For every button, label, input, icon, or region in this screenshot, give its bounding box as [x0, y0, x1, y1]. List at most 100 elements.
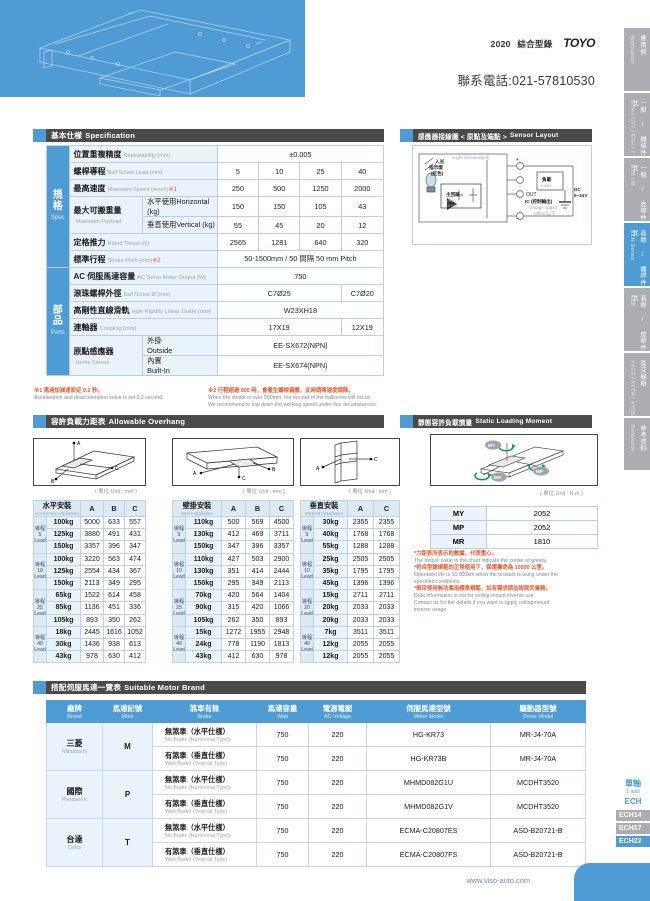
badge-ech22[interactable]: ECH22	[616, 836, 650, 847]
sidebar-tab-ech-series[interactable]: 高剛 / 螺桿件式 ECH Series	[624, 223, 650, 286]
table-row: 導程 25 Lead 70kg 420 564 1404	[172, 589, 294, 627]
svg-text:5~24V: 5~24V	[574, 193, 588, 198]
svg-text:負載: 負載	[542, 176, 552, 183]
tab-label-en: ECH Series	[629, 230, 635, 261]
table-row: 150kg 295 349 2113	[173, 576, 294, 591]
moment-value-mr: 1810	[486, 534, 598, 549]
table-row: 連軸器 Coupling (mm) 17X19 12X19	[47, 318, 385, 336]
spec-sublabel-builtin: 內置 Built-In	[142, 355, 218, 376]
spec-label-coupling: 連軸器 Coupling (mm)	[68, 318, 218, 336]
voltage: 220	[308, 794, 367, 819]
table-row: 導程 40 Lead 18kg 2445 1616 1052	[33, 625, 146, 664]
spec-label-repeatability: 位置重複精度 Repeatability (mm)	[68, 145, 218, 163]
spec-value-payload-h-25: 105	[299, 196, 342, 217]
svg-text:+: +	[516, 157, 519, 162]
spec-value-thrust-25: 640	[299, 233, 342, 251]
table-row: 43kg 978 630 412	[34, 650, 146, 664]
contact-phone: 聯系電話:021-57810530	[457, 74, 595, 88]
svg-text:Light indicator(red): Light indicator(red)	[453, 155, 490, 160]
tab-label-en: Application	[629, 35, 635, 64]
tab-label-en: Reference	[629, 425, 635, 452]
table-row: 內置 Built-In EE-SX674(NPN)	[47, 355, 385, 376]
overhang-table-wall: 壁掛安裝 Wall Installation A B C 導程 5 Lead 11…	[172, 500, 294, 664]
driver-model: MCDHT3520	[490, 770, 586, 795]
col-brake: 煞車有無 Brake	[152, 700, 257, 723]
table-header-row: 壁掛安裝 Wall Installation A B C	[172, 500, 294, 517]
tab-label-cn: 一般 / 皮帶件式	[631, 165, 646, 221]
spec-value-speed-5: 250	[216, 179, 260, 197]
sidebar-tab-ecb[interactable]: 高剛 / 皮帶件式 ECB	[624, 288, 650, 351]
table-row: 55kg 1288 1288	[301, 540, 400, 554]
svg-text:(紅色): (紅色)	[431, 170, 444, 177]
table-row: 最高速度 Maximum Speed (mm/s)※1 250 500 1250 …	[47, 179, 385, 197]
sidebar-tab-general-belt[interactable]: 一般 / 皮帶件式 ETB / M	[624, 158, 650, 221]
tab-label-en: XYGT / XYTH / XYTB	[629, 360, 635, 416]
section-tab-rail[interactable]: 應用例 Application 一般 / 機械件式 GTH / GTY / ET…	[624, 28, 650, 472]
table-row: 導程 25 Lead 65kg 1522 614 458	[33, 589, 146, 627]
series-code: ECH	[624, 797, 642, 806]
spec-value-payload-v-25: 20	[299, 216, 342, 234]
svg-text:Voltage output: Voltage output	[529, 205, 558, 210]
model-badge-rail[interactable]: 單軸 1 axis ECH ECH14 ECH17 ECH22	[616, 779, 650, 849]
col-b: B	[245, 500, 270, 517]
lead-label: 導程 40 Lead	[172, 625, 186, 664]
table-header-row: 水平安裝 Horizontal Installation A B C	[33, 500, 146, 517]
motor-model: ECMA-C20807ES	[366, 818, 491, 843]
table-row: 部品 Parts AC 伺服馬達容量 AC Servo Motor Output (…	[46, 267, 385, 376]
section-header-specification: 基本仕樣 Specification	[33, 129, 384, 142]
spec-value-speed-25: 1250	[299, 179, 342, 197]
overhang-title-vertical: 垂直安裝 Vertical Installation	[300, 500, 348, 517]
sidebar-tab-cartesian[interactable]: 直交機組 XYGT / XYTH / XYTB	[624, 353, 650, 416]
accent-square	[33, 129, 46, 142]
section-header-sensor-layout: 感應器接線圖 < 原點及端點 > Sensor Layout	[400, 129, 592, 142]
col-c: C	[373, 500, 400, 517]
table-row: 20kg 2033 2033	[301, 601, 400, 615]
voltage: 220	[308, 722, 367, 747]
section-header-static-moment: 靜態容許負載慣量 Static Loading Moment	[400, 415, 592, 428]
spec-value-payload-h-5: 150	[216, 196, 260, 217]
watt: 750	[256, 770, 309, 795]
table-row: 有煞車（垂直仕樣） With Brake (Vertical Type) 750 …	[47, 746, 586, 771]
spec-value-lead-25: 25	[299, 162, 342, 180]
spec-label-home-sensor: 原點感應器 Home Sensor	[68, 335, 144, 376]
brand-panasonic: 國際 Panasonic	[46, 770, 103, 819]
svg-text:指示燈: 指示燈	[429, 164, 443, 171]
sidebar-tab-reference[interactable]: 參考資料 Reference	[624, 418, 650, 470]
table-row: 原點感應器 Home Sensor 外掛 Outside EE-SX672(NPN)	[47, 335, 385, 376]
spec-value-sensor-outside: EE-SX672(NPN)	[216, 335, 385, 356]
svg-text:A: A	[193, 471, 197, 477]
spec-value-lead-10: 10	[258, 162, 301, 180]
table-row: MR 1810	[430, 534, 598, 549]
lead-label: 導程 20 Lead	[300, 589, 314, 627]
svg-text:C: C	[242, 476, 246, 482]
spec-sublabel-outside: 外掛 Outside	[142, 335, 218, 356]
svg-text:circuit: circuit	[446, 203, 458, 208]
section-title-cn: 容許負載力距表	[51, 417, 106, 426]
table-row: 130kg 412 469 3711	[173, 528, 294, 542]
tab-label-cn: 高剛 / 螺桿件式	[631, 230, 646, 286]
section-title-cn: 靜態容許負載慣量	[418, 419, 473, 427]
spec-value-ballscrew-a: C7Ø25	[216, 284, 342, 302]
table-row: 85kg 1136 451 336	[34, 601, 146, 615]
overhang-table-horizontal: 水平安裝 Horizontal Installation A B C 導程 5 …	[33, 500, 146, 664]
axis-title-cn: 單軸	[625, 779, 641, 788]
section-title-en: Specification	[85, 131, 136, 140]
footer-accent-corner	[574, 863, 650, 901]
watt: 750	[256, 794, 309, 819]
table-row: 30kg 1436 938 613	[34, 637, 146, 652]
overhang-unit-wall: ( 單位 Unit : mm )	[243, 489, 285, 495]
table-row: 滾珠螺桿外徑 Ball Screw Ø (mm) C7Ø25 C7Ø20	[47, 284, 385, 302]
badge-ech17[interactable]: ECH17	[616, 823, 650, 834]
badge-ech14[interactable]: ECH14	[616, 810, 650, 821]
moment-key-mr: MR	[430, 534, 487, 549]
col-mark: 馬達記號 Mark	[102, 700, 153, 723]
driver-model: MR-J4-70A	[490, 746, 586, 771]
table-row: 導程 40 Lead 7kg 3511 3511	[300, 625, 400, 664]
table-row: 導程 5 Lead 110kg 500 569 4500	[172, 515, 294, 554]
moment-unit-label: ( 單位 Unit : N.m )	[540, 491, 583, 497]
watt: 750	[256, 722, 309, 747]
sidebar-tab-application[interactable]: 應用例 Application	[624, 28, 650, 91]
sidebar-tab-general-screw[interactable]: 一般 / 機械件式 GTH / GTY / ETH / Y	[624, 93, 650, 156]
motor-model: HG-KR73B	[366, 746, 491, 771]
brand-delta: 台達 Delta	[46, 818, 103, 867]
